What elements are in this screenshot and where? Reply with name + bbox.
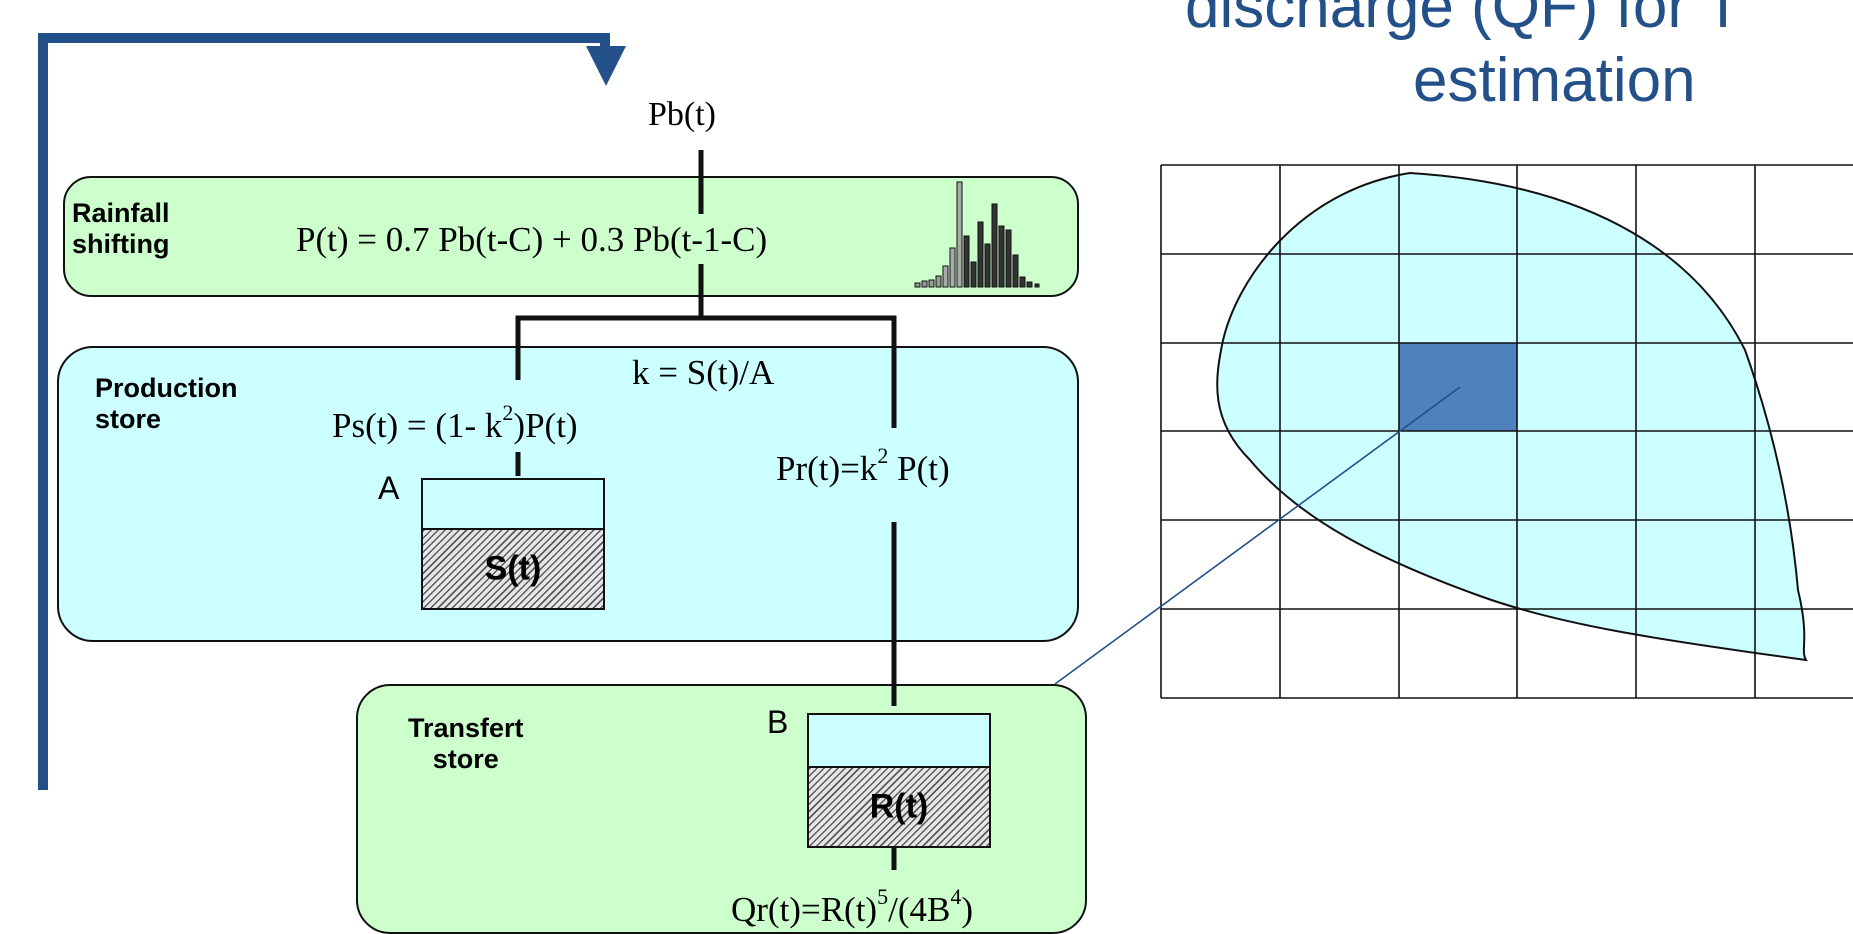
ps-equation: Ps(t) = (1- k2)P(t) (332, 400, 578, 445)
production-store-variable: S(t) (484, 549, 542, 588)
capacity-a-label: A (378, 470, 400, 506)
production-store-label: Production store (95, 373, 238, 435)
rainfall-shifting-panel (63, 176, 1079, 297)
flow-connectors (515, 150, 897, 870)
rainfall-hyetograph-icon (914, 181, 1040, 288)
grid-lines (1160, 164, 1853, 699)
production-store-level: S(t) (423, 528, 603, 608)
feedback-arrow-head (586, 46, 626, 86)
title-line-2: estimation (1413, 46, 1696, 115)
cell-link-line (1054, 386, 1461, 685)
input-rainfall-label: Pb(t) (648, 96, 716, 133)
transfer-store-tank: R(t) (807, 713, 991, 848)
k-equation: k = S(t)/A (632, 353, 775, 392)
production-store-tank: S(t) (421, 478, 605, 610)
rainfall-shifting-equation: P(t) = 0.7 Pb(t-C) + 0.3 Pb(t-1-C) (296, 220, 768, 259)
transfer-store-label: Transfert store (408, 713, 524, 775)
pr-equation: Pr(t)=k2 P(t) (776, 443, 950, 488)
capacity-b-label: B (767, 704, 789, 740)
transfer-store-variable: R(t) (869, 787, 929, 826)
qr-equation: Qr(t)=R(t)5/(4B4) (731, 884, 973, 929)
transfer-store-level: R(t) (809, 766, 989, 846)
title-line-1: discharge (QF) for T (1185, 0, 1743, 41)
rainfall-shifting-label: Rainfall shifting (72, 198, 170, 260)
